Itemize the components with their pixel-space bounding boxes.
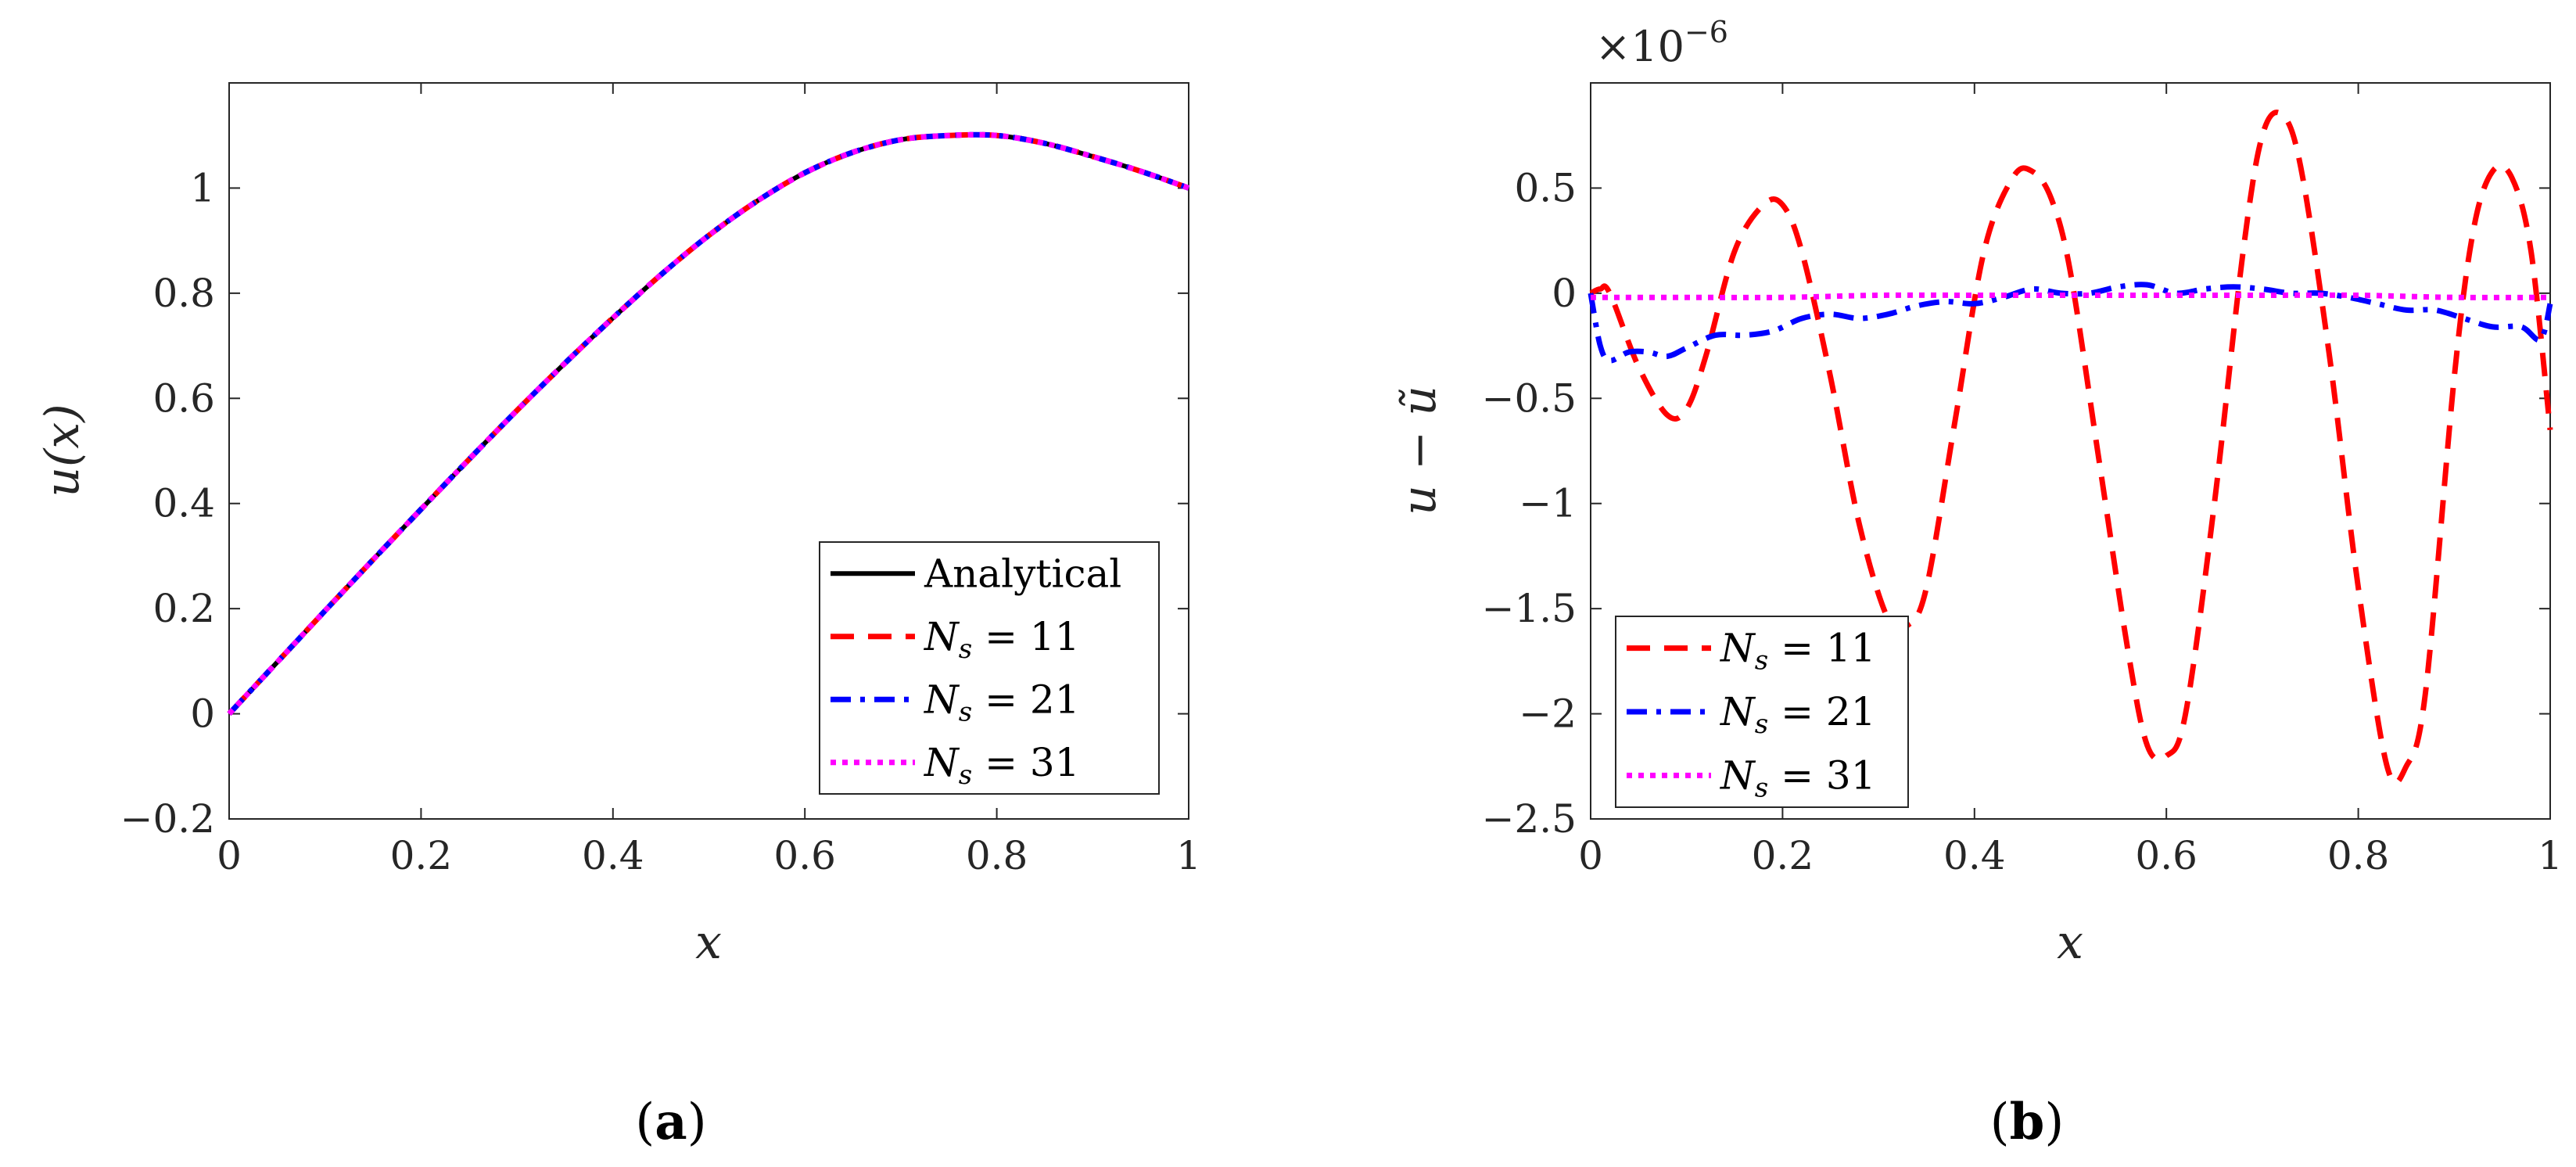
panel-b-legend-label-2: Ns = 21 — [1720, 689, 1876, 740]
panel-b-xlabel: x — [2057, 915, 2083, 970]
panel-a-xtick-label: 0.8 — [966, 833, 1028, 878]
panel-b-caption: (b) — [1990, 1093, 2065, 1151]
panel-b: 0 0.2 0.4 0.6 0.8 1 −2.5 −2 −1.5 −1 −0.5 0 0.5 Ns = … — [1392, 15, 2563, 1151]
panel-b-ylabel: u − ũ — [1392, 386, 1447, 515]
panel-a-series-line-4 — [227, 131, 1190, 716]
panel-a-legend: Analytical Ns = 11 Ns = 21 Ns = 31 — [819, 541, 1160, 795]
panel-a-xtick-label: 1 — [1176, 833, 1201, 878]
panel-a-ytick-label: −0.2 — [120, 796, 215, 842]
panel-b-xtick-label: 0.6 — [2135, 833, 2197, 878]
panel-a-ytick-label: 0.4 — [152, 481, 215, 526]
panel-a-xlabel: x — [695, 915, 722, 970]
panel-b-series — [1588, 110, 2553, 786]
panel-a-series — [227, 131, 1190, 716]
panel-a-ytick-label: 0.6 — [152, 375, 215, 421]
panel-b-ticks: 0 0.2 0.4 0.6 0.8 1 −2.5 −2 −1.5 −1 −0.5 0 0.5 — [1482, 83, 2563, 878]
panel-b-ytick-label: −2.5 — [1482, 796, 1577, 842]
panel-b-ytick-label: −1 — [1519, 481, 1577, 526]
panel-a: 0 0.2 0.4 0.6 0.8 1−0.200.20.40.60.81 Analyti… — [35, 82, 1201, 1151]
panel-a-legend-label-1: Analytical — [924, 551, 1121, 596]
panel-a-legend-box — [819, 541, 1160, 795]
panel-a-ytick-label: 0 — [190, 691, 215, 737]
panel-a-xtick-label: 0.2 — [390, 833, 453, 878]
panel-a-legend-label-4: Ns = 31 — [924, 740, 1080, 791]
panel-b-legend: Ns = 11 Ns = 21 Ns = 31 — [1615, 616, 1909, 808]
panel-a-xtick-label: 0.6 — [773, 833, 836, 878]
panel-b-xtick-label: 1 — [2538, 833, 2563, 878]
panel-b-ytick-label: −1.5 — [1482, 586, 1577, 631]
panel-b-xtick-label: 0 — [1578, 833, 1603, 878]
panel-b-ytick-label: −2 — [1519, 691, 1577, 737]
panel-a-caption: (a) — [635, 1093, 706, 1151]
panel-a-ytick-label: 1 — [190, 165, 215, 210]
panel-a-ticks: 0 0.2 0.4 0.6 0.8 1−0.200.20.40.60.81 — [120, 83, 1201, 878]
panel-b-xtick-label: 0.2 — [1752, 833, 1814, 878]
panel-b-legend-label-3: Ns = 31 — [1720, 752, 1876, 803]
panel-b-series-line-1 — [1589, 110, 2553, 786]
panel-a-xtick-label: 0.4 — [582, 833, 644, 878]
panel-a-xtick-label: 0 — [217, 833, 242, 878]
panel-b-exponent: ×10−6 — [1595, 15, 1728, 71]
panel-a-ylabel: u(x) — [35, 404, 90, 497]
panel-b-ytick-label: −0.5 — [1482, 375, 1577, 421]
panel-a-legend-label-3: Ns = 21 — [924, 677, 1080, 727]
panel-b-legend-label-1: Ns = 11 — [1720, 626, 1876, 677]
panel-b-ytick-label: 0 — [1552, 271, 1577, 316]
panel-a-ytick-label: 0.2 — [152, 586, 215, 631]
panel-b-xtick-label: 0.8 — [2327, 833, 2390, 878]
panel-b-ytick-label: 0.5 — [1514, 165, 1577, 210]
panel-a-legend-label-2: Ns = 11 — [924, 614, 1080, 665]
panel-b-xtick-label: 0.4 — [1943, 833, 2006, 878]
panel-b-series-line-2 — [1588, 282, 2553, 364]
panel-a-ytick-label: 0.8 — [152, 271, 215, 316]
